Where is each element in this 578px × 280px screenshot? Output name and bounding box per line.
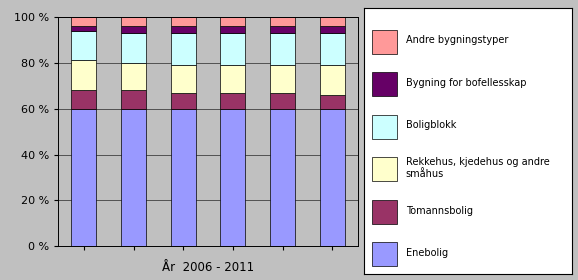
FancyBboxPatch shape [372, 30, 398, 54]
Bar [171, 93, 196, 109]
Bar [270, 26, 295, 33]
Bar [320, 17, 344, 26]
FancyBboxPatch shape [372, 200, 398, 224]
FancyBboxPatch shape [372, 115, 398, 139]
Bar [220, 26, 245, 33]
Bar [220, 33, 245, 65]
Bar [320, 33, 344, 65]
Text: Enebolig: Enebolig [406, 248, 448, 258]
Bar [171, 65, 196, 93]
Bar [320, 95, 344, 109]
Bar [320, 26, 344, 33]
Bar [320, 65, 344, 95]
FancyBboxPatch shape [372, 72, 398, 96]
FancyBboxPatch shape [372, 157, 398, 181]
Bar [72, 31, 97, 60]
Text: Bygning for bofellesskap: Bygning for bofellesskap [406, 78, 526, 88]
Bar [171, 26, 196, 33]
Bar [121, 33, 146, 63]
Bar [121, 90, 146, 109]
FancyBboxPatch shape [372, 242, 398, 267]
Bar [270, 17, 295, 26]
Text: Tomannsbolig: Tomannsbolig [406, 206, 473, 216]
Bar [121, 17, 146, 26]
X-axis label: År  2006 - 2011: År 2006 - 2011 [162, 261, 254, 274]
Bar [121, 109, 146, 246]
Bar [72, 109, 97, 246]
Bar [72, 26, 97, 31]
Bar [220, 93, 245, 109]
Bar [171, 17, 196, 26]
Bar [270, 65, 295, 93]
Bar [270, 93, 295, 109]
Text: Rekkehus, kjedehus og andre
småhus: Rekkehus, kjedehus og andre småhus [406, 157, 550, 179]
Bar [220, 109, 245, 246]
Bar [171, 109, 196, 246]
Bar [220, 17, 245, 26]
Bar [121, 26, 146, 33]
Bar [121, 63, 146, 90]
Bar [72, 60, 97, 90]
Bar [72, 17, 97, 26]
Bar [220, 65, 245, 93]
Bar [171, 33, 196, 65]
Bar [270, 33, 295, 65]
Bar [72, 90, 97, 109]
Bar [320, 109, 344, 246]
Text: Andre bygningstyper: Andre bygningstyper [406, 35, 508, 45]
Text: Boligblokk: Boligblokk [406, 120, 456, 130]
Bar [270, 109, 295, 246]
